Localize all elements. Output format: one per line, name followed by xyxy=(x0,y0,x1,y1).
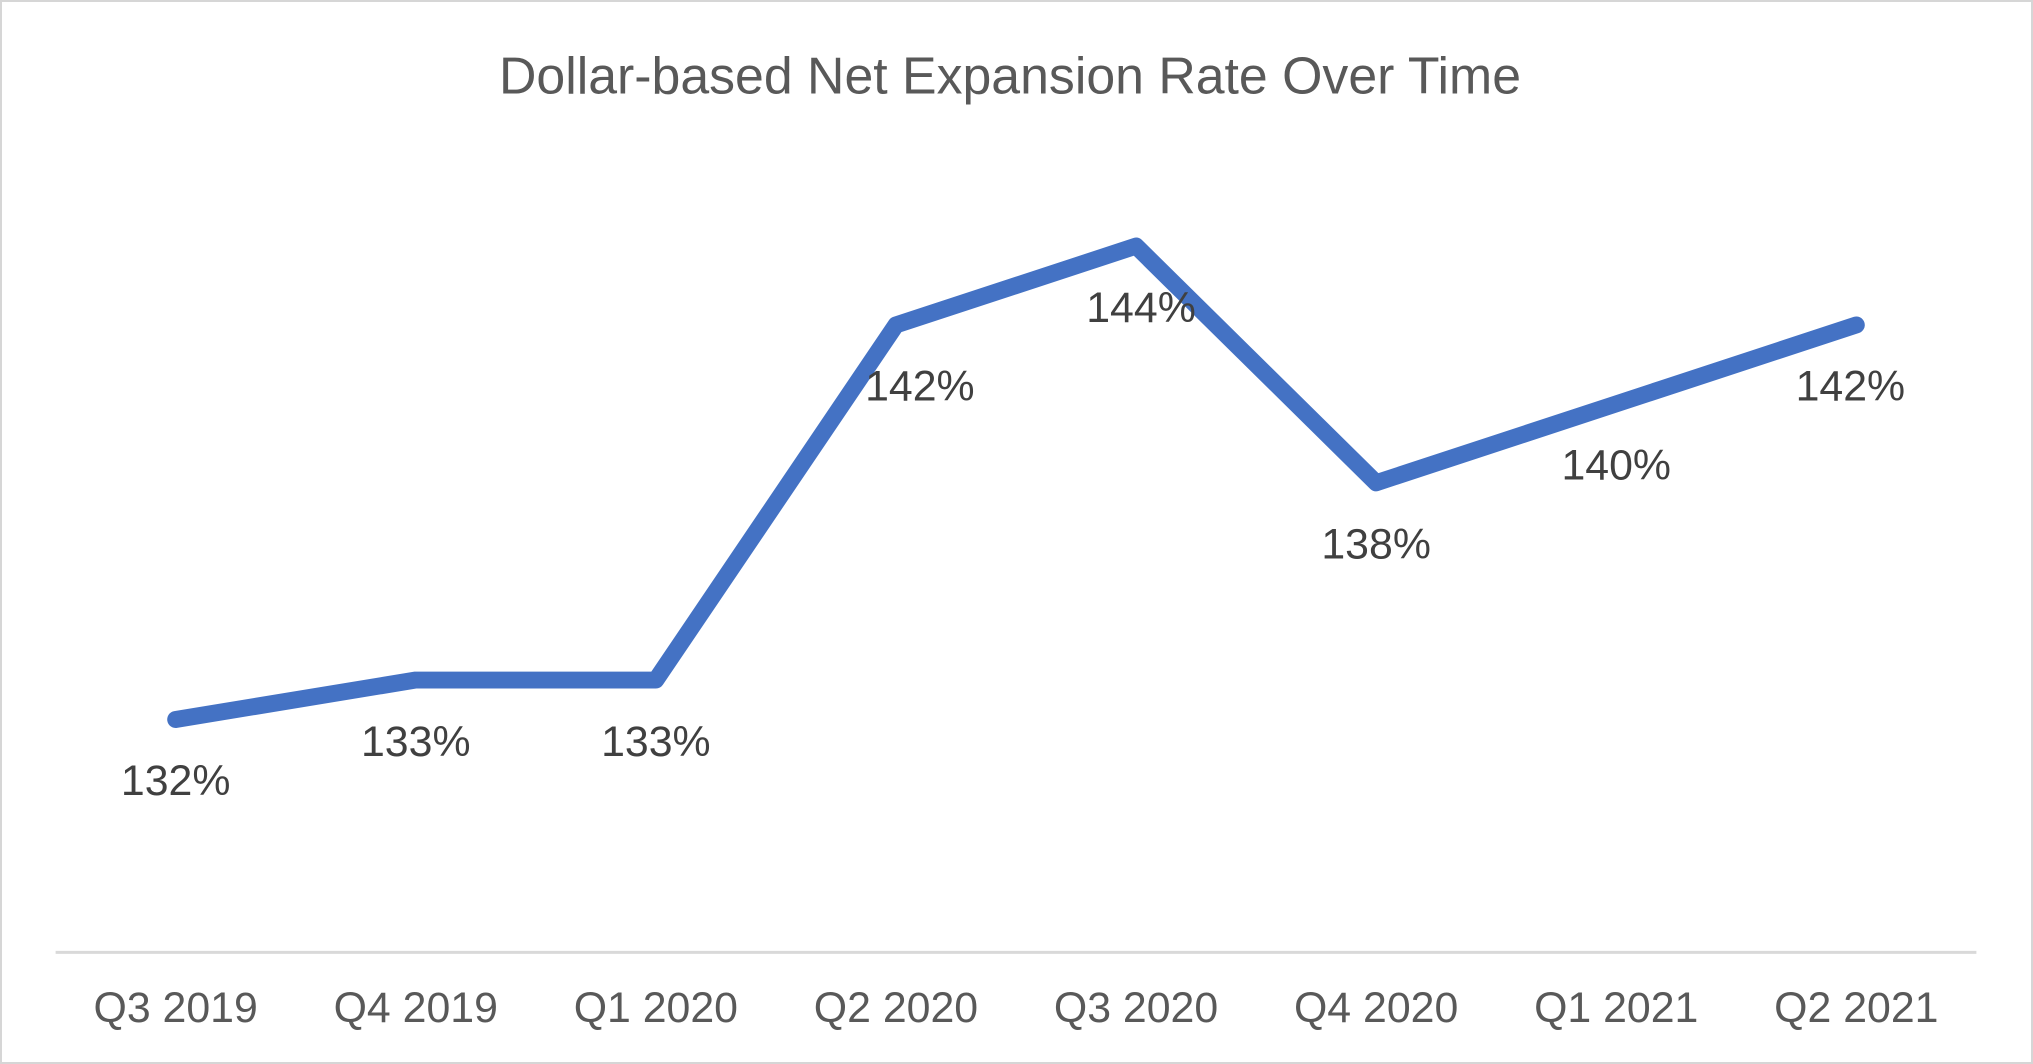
x-axis-label: Q3 2020 xyxy=(1054,984,1218,1032)
x-axis-label: Q1 2020 xyxy=(574,984,738,1032)
x-axis-label: Q4 2019 xyxy=(334,984,498,1032)
data-label: 133% xyxy=(361,718,471,766)
line-series-group xyxy=(167,237,1865,728)
data-label: 142% xyxy=(1796,363,1906,411)
x-axis-label: Q2 2021 xyxy=(1774,984,1938,1032)
x-axis-label: Q4 2020 xyxy=(1294,984,1458,1032)
x-axis-label: Q1 2021 xyxy=(1534,984,1698,1032)
data-label: 133% xyxy=(601,718,711,766)
x-axis-label: Q3 2019 xyxy=(94,984,258,1032)
data-label: 138% xyxy=(1321,521,1431,569)
data-label: 142% xyxy=(865,363,975,411)
chart-title: Dollar-based Net Expansion Rate Over Tim… xyxy=(499,47,1521,105)
net-expansion-line-series xyxy=(167,237,1865,728)
data-label: 144% xyxy=(1086,284,1196,332)
data-labels-group: 132% 133% 133% 142% 144% 138% 140% 142% xyxy=(121,284,1905,805)
data-label: 132% xyxy=(121,757,231,805)
x-axis-labels-group: Q3 2019 Q4 2019 Q1 2020 Q2 2020 Q3 2020 Q4 20… xyxy=(94,984,1939,1032)
data-label: 140% xyxy=(1561,442,1671,490)
x-axis-label: Q2 2020 xyxy=(814,984,978,1032)
